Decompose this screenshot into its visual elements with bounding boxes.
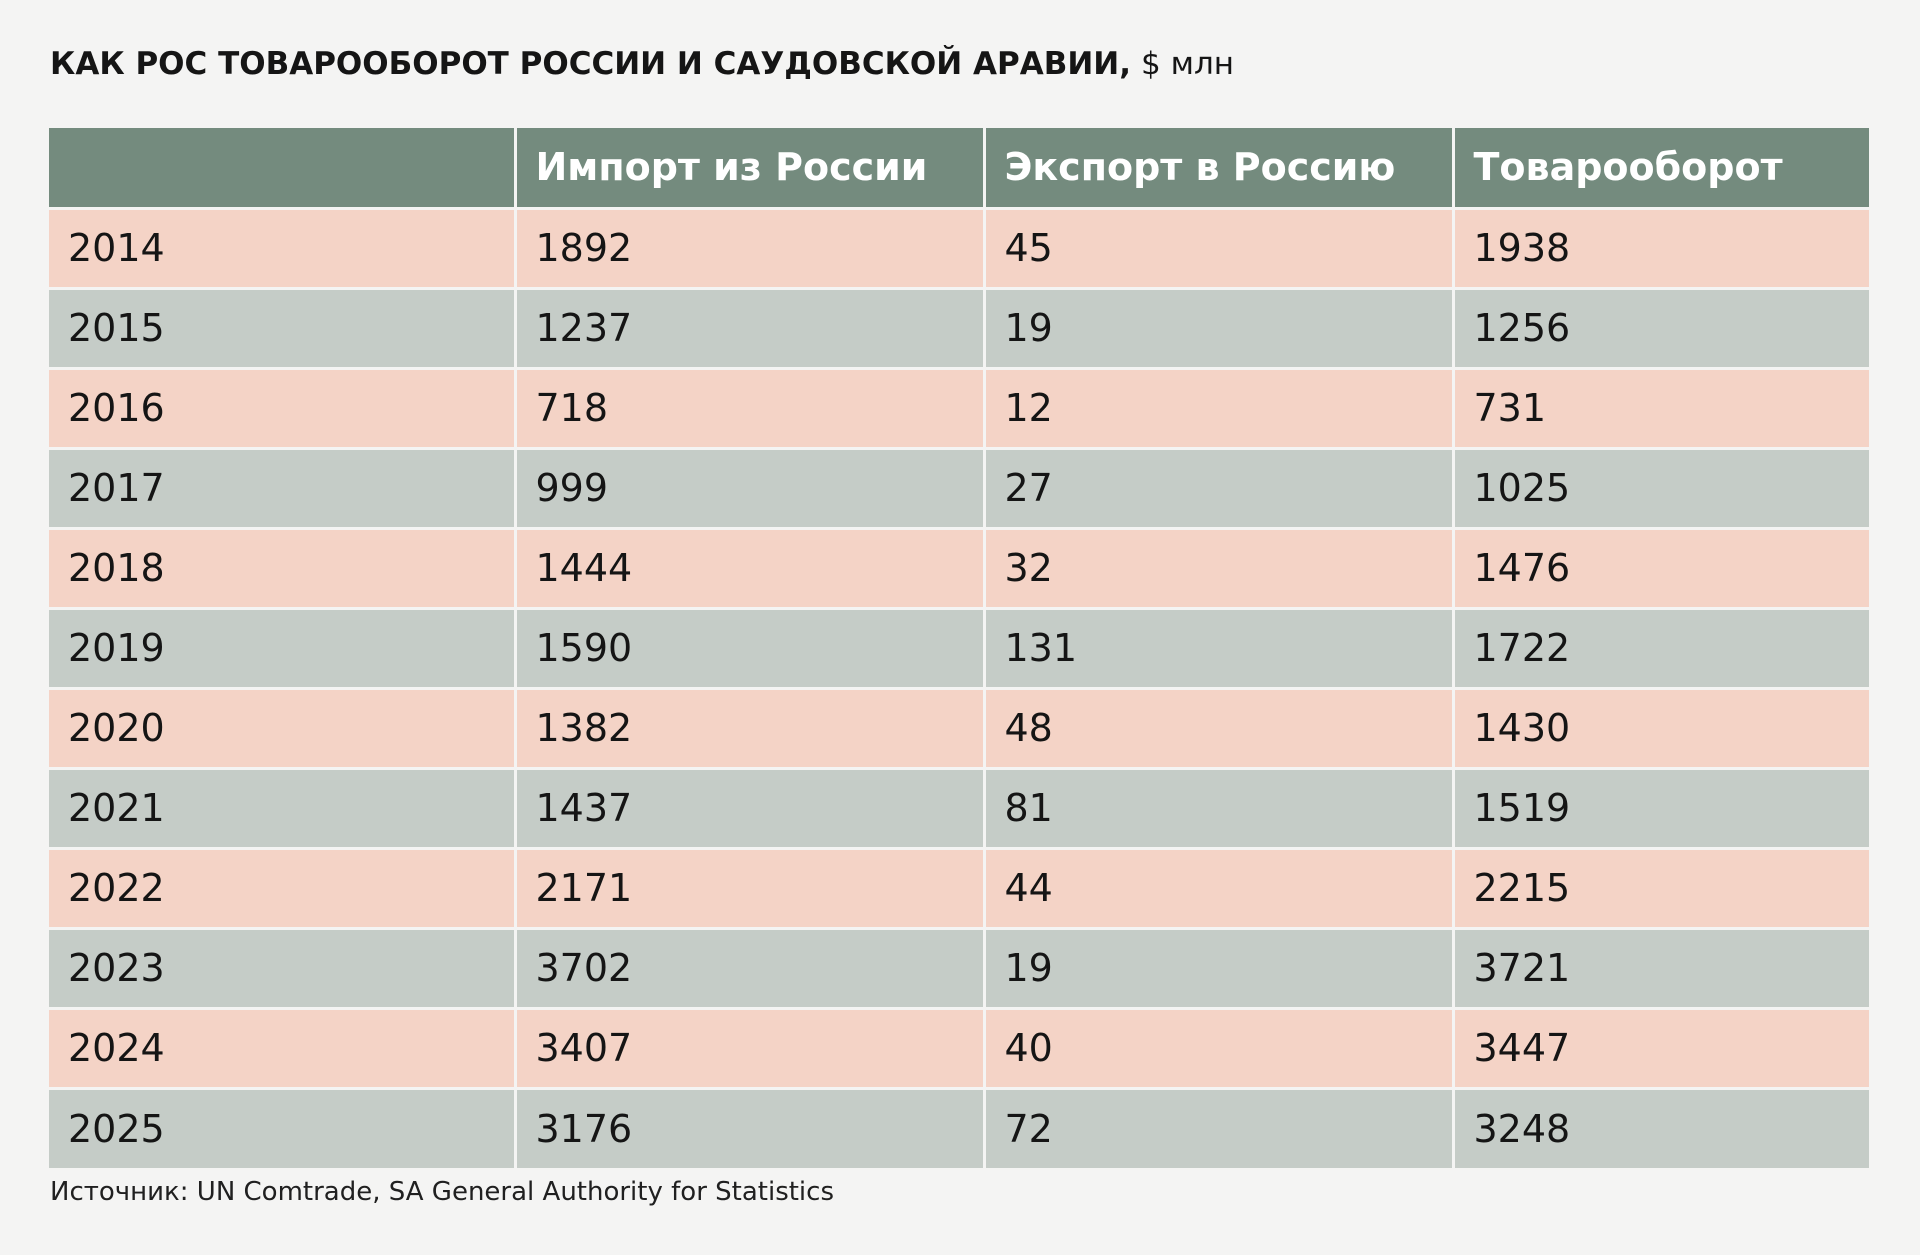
- cell-turnover: 1722: [1451, 606, 1869, 688]
- cell-export: 40: [982, 1006, 1453, 1088]
- cell-year: 2023: [49, 926, 515, 1008]
- table-row: 2020 1382 48 1430: [49, 686, 1869, 768]
- chart-title-text: КАК РОС ТОВАРООБОРОТ РОССИИ И САУДОВСКОЙ…: [50, 46, 1132, 82]
- cell-export: 44: [982, 846, 1453, 928]
- cell-turnover: 1025: [1451, 446, 1869, 528]
- table-row: 2015 1237 19 1256: [49, 286, 1869, 368]
- cell-turnover: 1256: [1451, 286, 1869, 368]
- table-row: 2025 3176 72 3248: [49, 1086, 1869, 1168]
- table-row: 2024 3407 40 3447: [49, 1006, 1869, 1088]
- cell-turnover: 1938: [1451, 206, 1869, 288]
- cell-year: 2021: [49, 766, 515, 848]
- cell-import: 999: [513, 446, 984, 528]
- cell-export: 131: [982, 606, 1453, 688]
- cell-turnover: 1430: [1451, 686, 1869, 768]
- cell-export: 19: [982, 926, 1453, 1008]
- chart-title-unit: $ млн: [1141, 46, 1235, 82]
- cell-year: 2024: [49, 1006, 515, 1088]
- cell-import: 3407: [513, 1006, 984, 1088]
- column-header-year: [49, 128, 515, 208]
- table-row: 2018 1444 32 1476: [49, 526, 1869, 608]
- table-body: 2014 1892 45 1938 2015 1237 19 1256 2016 718 12 731…: [49, 206, 1869, 1168]
- cell-export: 32: [982, 526, 1453, 608]
- cell-import: 1590: [513, 606, 984, 688]
- source-note: Источник: UN Comtrade, SA General Author…: [50, 1177, 834, 1207]
- cell-import: 1382: [513, 686, 984, 768]
- cell-turnover: 3447: [1451, 1006, 1869, 1088]
- cell-turnover: 2215: [1451, 846, 1869, 928]
- cell-export: 19: [982, 286, 1453, 368]
- chart-title: КАК РОС ТОВАРООБОРОТ РОССИИ И САУДОВСКОЙ…: [50, 42, 1234, 86]
- cell-year: 2022: [49, 846, 515, 928]
- cell-import: 718: [513, 366, 984, 448]
- cell-export: 81: [982, 766, 1453, 848]
- cell-import: 1444: [513, 526, 984, 608]
- column-header-export: Экспорт в Россию: [982, 128, 1453, 208]
- table-row: 2016 718 12 731: [49, 366, 1869, 448]
- cell-import: 1437: [513, 766, 984, 848]
- cell-turnover: 3248: [1451, 1086, 1869, 1168]
- cell-year: 2017: [49, 446, 515, 528]
- cell-import: 3702: [513, 926, 984, 1008]
- table-row: 2014 1892 45 1938: [49, 206, 1869, 288]
- column-header-import: Импорт из России: [513, 128, 984, 208]
- cell-turnover: 731: [1451, 366, 1869, 448]
- column-header-turnover: Товарооборот: [1451, 128, 1869, 208]
- cell-import: 1237: [513, 286, 984, 368]
- cell-import: 3176: [513, 1086, 984, 1168]
- cell-export: 72: [982, 1086, 1453, 1168]
- table-row: 2019 1590 131 1722: [49, 606, 1869, 688]
- cell-year: 2014: [49, 206, 515, 288]
- cell-year: 2020: [49, 686, 515, 768]
- table-row: 2017 999 27 1025: [49, 446, 1869, 528]
- cell-year: 2018: [49, 526, 515, 608]
- cell-export: 48: [982, 686, 1453, 768]
- table-row: 2021 1437 81 1519: [49, 766, 1869, 848]
- cell-turnover: 1476: [1451, 526, 1869, 608]
- cell-turnover: 3721: [1451, 926, 1869, 1008]
- table-header: Импорт из России Экспорт в Россию Товаро…: [49, 128, 1869, 208]
- table-row: 2022 2171 44 2215: [49, 846, 1869, 928]
- cell-import: 2171: [513, 846, 984, 928]
- table-header-row: Импорт из России Экспорт в Россию Товаро…: [49, 128, 1869, 208]
- cell-year: 2025: [49, 1086, 515, 1168]
- cell-export: 45: [982, 206, 1453, 288]
- cell-year: 2016: [49, 366, 515, 448]
- cell-year: 2015: [49, 286, 515, 368]
- table-row: 2023 3702 19 3721: [49, 926, 1869, 1008]
- cell-export: 12: [982, 366, 1453, 448]
- trade-table: Импорт из России Экспорт в Россию Товаро…: [49, 128, 1869, 1168]
- cell-year: 2019: [49, 606, 515, 688]
- cell-export: 27: [982, 446, 1453, 528]
- cell-import: 1892: [513, 206, 984, 288]
- cell-turnover: 1519: [1451, 766, 1869, 848]
